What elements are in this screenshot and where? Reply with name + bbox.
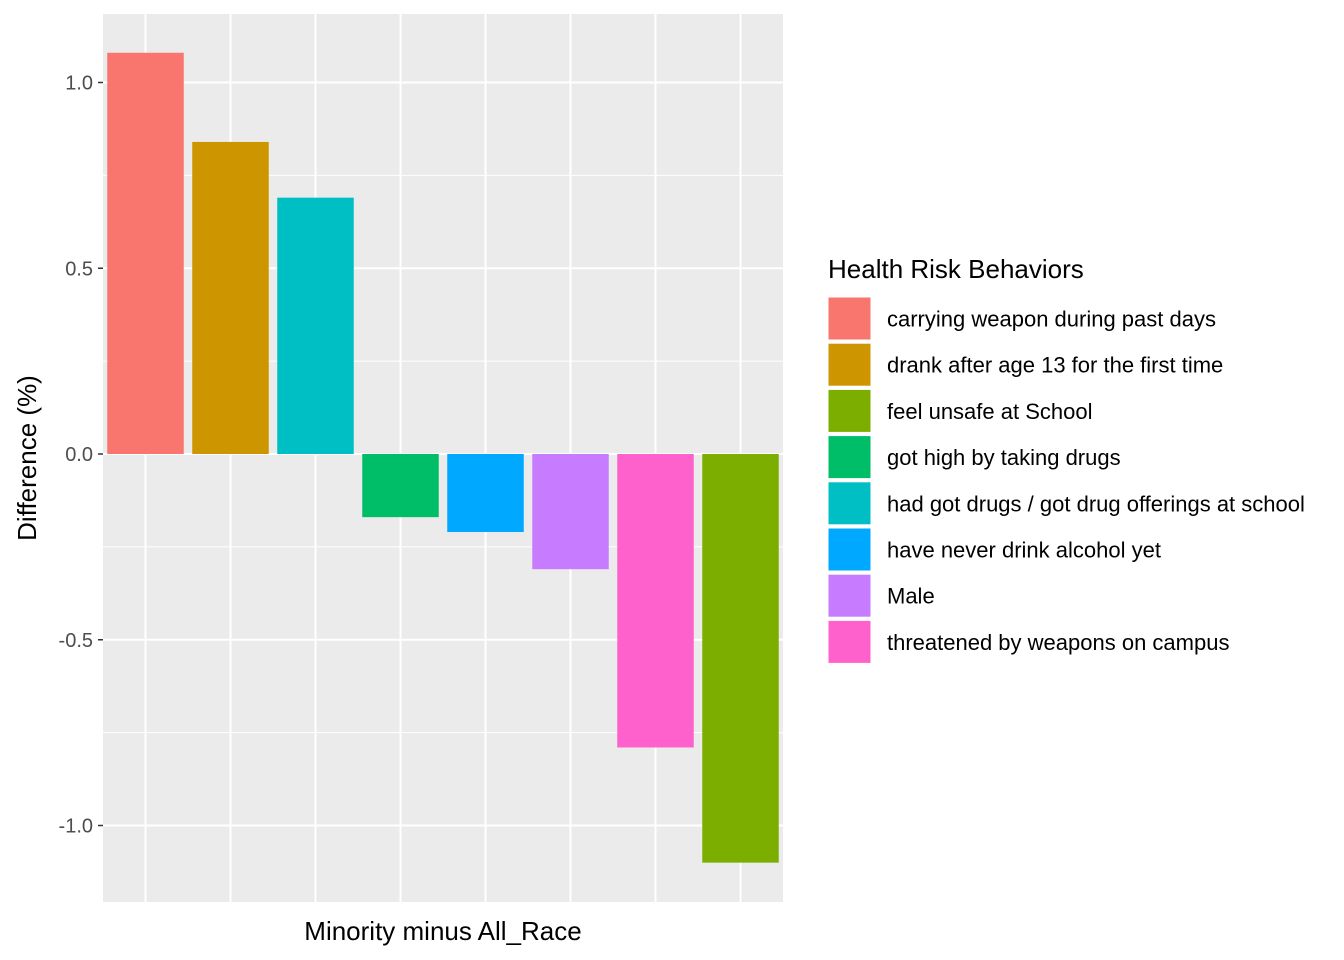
bar	[617, 454, 694, 748]
legend: Health Risk Behaviors carrying weapon du…	[827, 254, 1305, 664]
legend-label: drank after age 13 for the first time	[887, 353, 1223, 378]
bar	[277, 197, 354, 455]
y-tick-label: 0.0	[65, 444, 93, 466]
legend-key	[827, 619, 872, 664]
legend-label: threatened by weapons on campus	[887, 630, 1229, 655]
legend-label: feel unsafe at School	[887, 399, 1092, 424]
legend-key	[827, 435, 872, 480]
legend-label: have never drink alcohol yet	[887, 538, 1161, 563]
bar	[362, 454, 439, 518]
legend-label: had got drugs / got drug offerings at sc…	[887, 491, 1305, 516]
bar	[107, 52, 184, 454]
legend-key	[827, 388, 872, 433]
y-tick-label: 1.0	[65, 73, 93, 95]
bar	[702, 454, 779, 863]
legend-label: got high by taking drugs	[887, 445, 1121, 470]
bar	[532, 454, 609, 570]
y-tick-label: -1.0	[59, 816, 93, 838]
y-tick-label: -0.5	[59, 630, 93, 652]
legend-items: carrying weapon during past days drank af…	[827, 296, 1305, 664]
y-axis-ticks: 1.0 0.5 0.0 -0.5 -1.0	[59, 73, 103, 838]
bar	[192, 141, 269, 454]
bar	[447, 454, 524, 533]
legend-title: Health Risk Behaviors	[828, 254, 1084, 284]
y-axis-title: Difference (%)	[12, 375, 42, 541]
x-axis-title: Minority minus All_Race	[304, 916, 581, 946]
legend-key	[827, 342, 872, 387]
legend-key	[827, 573, 872, 618]
legend-key	[827, 481, 872, 526]
legend-label: carrying weapon during past days	[887, 307, 1216, 332]
bars	[107, 52, 779, 863]
legend-key	[827, 296, 872, 341]
legend-key	[827, 527, 872, 572]
legend-label: Male	[887, 584, 935, 609]
y-tick-label: 0.5	[65, 258, 93, 280]
